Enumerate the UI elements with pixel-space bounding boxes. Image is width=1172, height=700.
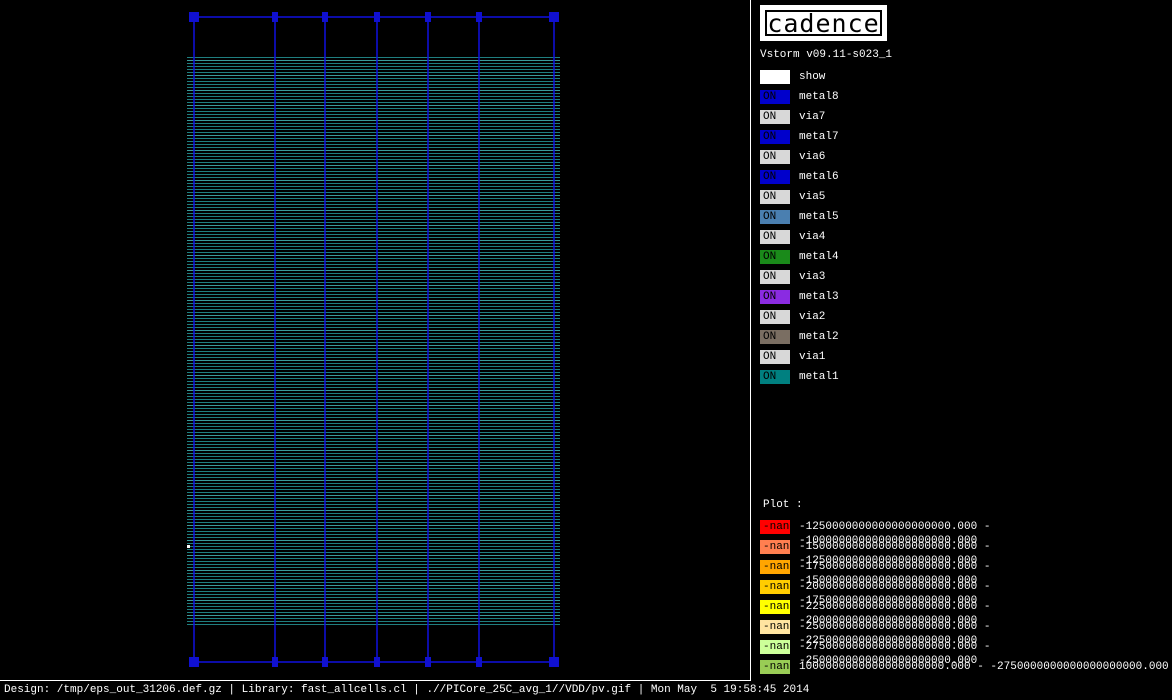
pad [425,12,431,22]
layer-name: metal3 [799,291,839,303]
pad [272,657,278,667]
plot-swatch: -nan [760,520,790,534]
plot-swatch: -nan [760,580,790,594]
pad [189,12,199,22]
layer-name: via2 [799,311,826,323]
plot-range: -1750000000000000000000.000 - -150000000… [799,561,991,587]
layer-name: metal1 [799,371,839,383]
pad [549,12,559,22]
layer-toggle[interactable]: ON [760,350,790,364]
plot-range: -1500000000000000000000.000 - -125000000… [799,541,991,567]
layer-name: metal5 [799,211,839,223]
plot-swatch: -nan [760,600,790,614]
layer-name: via6 [799,151,826,163]
pad [374,657,380,667]
layer-name: metal4 [799,251,839,263]
layer-toggle[interactable]: ON [760,290,790,304]
logo-text: cadence [765,10,882,36]
layer-toggle[interactable]: ON [760,90,790,104]
plot-swatch: -nan [760,540,790,554]
logo: cadence [760,5,887,41]
layer-toggle[interactable]: ON [760,250,790,264]
status-bar: Design: /tmp/eps_out_31206.def.gz | Libr… [4,684,810,696]
layer-toggle[interactable]: ON [760,170,790,184]
plot-range: -2250000000000000000000.000 - -200000000… [799,601,991,627]
layer-toggle[interactable]: ON [760,330,790,344]
pad [322,12,328,22]
layer-name: metal6 [799,171,839,183]
layer-toggle[interactable]: ON [760,210,790,224]
plot-swatch: -nan [760,560,790,574]
layout-view [0,0,751,681]
plot-swatch: -nan [760,640,790,654]
plot-swatch: -nan [760,620,790,634]
plot-range: 1000000000000000000000.000 - -2750000000… [799,661,1169,673]
plot-range: -2750000000000000000000.000 - -250000000… [799,641,991,667]
layer-name: via1 [799,351,826,363]
pad [476,657,482,667]
pad [189,657,199,667]
pad [549,657,559,667]
probe [187,545,190,548]
plot-range: -2500000000000000000000.000 - -225000000… [799,621,991,647]
layer-toggle[interactable]: ON [760,310,790,324]
plot-swatch: -nan [760,660,790,674]
plot-range: -2000000000000000000000.000 - -175000000… [799,581,991,607]
layer-name: metal8 [799,91,839,103]
layer-name: via4 [799,231,826,243]
layer-toggle[interactable]: ON [760,130,790,144]
layer-toggle[interactable]: ON [760,270,790,284]
plot-range: -1250000000000000000000.000 - -100000000… [799,521,991,547]
layer-toggle[interactable] [760,70,790,84]
layer-name: metal2 [799,331,839,343]
version: Vstorm v09.11-s023_1 [760,49,893,61]
pad [476,12,482,22]
layer-name: metal7 [799,131,839,143]
layer-toggle[interactable]: ON [760,370,790,384]
layer-name: show [799,71,826,83]
layer-toggle[interactable]: ON [760,150,790,164]
layer-toggle[interactable]: ON [760,230,790,244]
layer-toggle[interactable]: ON [760,110,790,124]
pad [272,12,278,22]
layer-name: via7 [799,111,826,123]
pad [374,12,380,22]
layer-name: via5 [799,191,826,203]
layer-name: via3 [799,271,826,283]
layer-toggle[interactable]: ON [760,190,790,204]
pad [425,657,431,667]
pad [322,657,328,667]
plot-title: Plot : [763,499,803,511]
